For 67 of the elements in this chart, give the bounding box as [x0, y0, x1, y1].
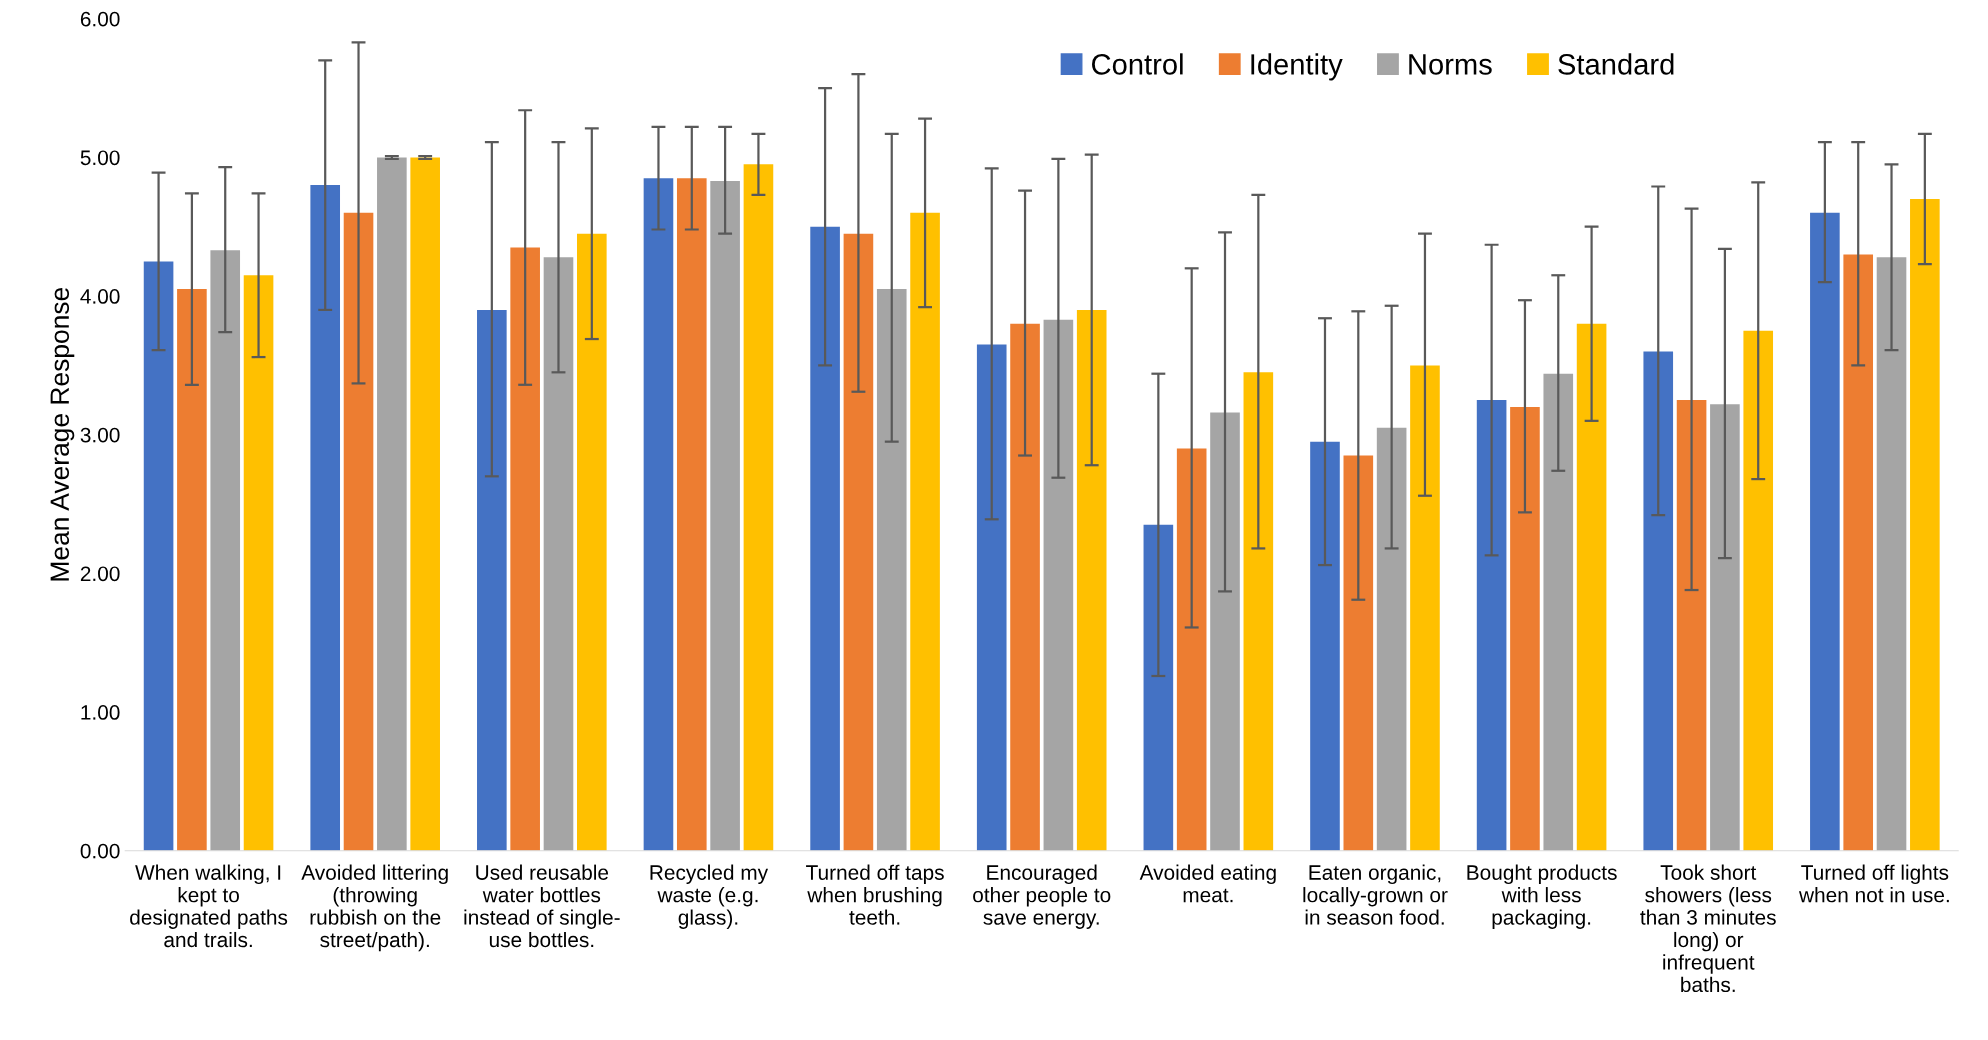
bar: [1676, 400, 1707, 851]
bar: [377, 157, 407, 851]
bar: [743, 164, 774, 851]
legend-label: Standard: [1558, 53, 1674, 75]
bar: [1343, 455, 1374, 851]
bar: [510, 247, 540, 851]
bar: [143, 261, 174, 851]
y-tick-label: 0.00: [80, 843, 120, 859]
bar: [1376, 427, 1407, 851]
x-tick-label: Turned off lights when not in use.: [1798, 864, 1949, 903]
bar: [1910, 198, 1940, 851]
x-tick-label: Turned off taps when brushing teeth.: [806, 864, 944, 925]
bar: [477, 309, 507, 851]
x-tick-label: Took short showers (less than 3 minutes long) or infrequent baths.: [1640, 864, 1776, 993]
bar: [1543, 373, 1574, 851]
bar: [310, 185, 341, 851]
bar: [1410, 365, 1440, 851]
bar: [343, 212, 374, 851]
bar: [1143, 524, 1174, 851]
y-tick-label: 2.00: [80, 566, 120, 582]
bar: [577, 233, 607, 851]
x-tick-label: Encouraged other people to save energy.: [973, 864, 1111, 929]
bar: [1010, 323, 1040, 851]
legend-label: Identity: [1251, 53, 1343, 81]
bar: [1810, 212, 1840, 851]
bar: [910, 212, 940, 851]
y-tick-label: 5.00: [80, 150, 120, 166]
y-tick-label: 3.00: [80, 427, 120, 443]
bar: [643, 178, 674, 851]
bar: [1043, 319, 1074, 851]
bar: [1176, 448, 1207, 851]
x-tick-label: Used reusable water bottles instead of single- use bottles.: [464, 864, 620, 948]
bar: [710, 180, 740, 851]
x-tick-label: Bought products with less packaging.: [1467, 864, 1617, 929]
bar: [1243, 372, 1274, 851]
bar: [1743, 330, 1774, 851]
y-tick-label: 1.00: [81, 705, 120, 720]
bar: [1876, 257, 1907, 851]
x-tick-label: Avoided eating meat.: [1139, 864, 1276, 903]
bar: [810, 226, 840, 851]
bar: [1576, 323, 1607, 851]
bar: [210, 250, 241, 851]
bar: [410, 157, 440, 851]
y-tick-label: 4.00: [80, 289, 120, 304]
bar: [1643, 351, 1674, 851]
x-tick-label: When walking, I kept to designated paths and trails.: [130, 864, 288, 948]
bar: [243, 275, 274, 851]
bar: [1510, 406, 1540, 851]
legend-label: Norms: [1409, 54, 1492, 75]
bar: [843, 233, 874, 851]
y-axis-title: Mean Average Response: [50, 287, 75, 581]
bar: [1076, 309, 1107, 851]
bar: [1843, 254, 1874, 851]
bar: [1310, 441, 1340, 851]
bar: [976, 344, 1007, 851]
bar: [177, 289, 207, 851]
bar: [1210, 412, 1240, 851]
bar: [1710, 404, 1740, 851]
bar: [676, 178, 707, 851]
y-tick-label: 6.00: [80, 11, 120, 27]
legend-label: Control: [1092, 53, 1183, 75]
bar: [1476, 400, 1507, 851]
x-tick-label: Eaten organic, locally-grown or in season food.: [1303, 864, 1448, 925]
x-tick-label: Recycled my waste (e.g. glass).: [650, 864, 769, 929]
x-tick-label: Avoided littering (throwing rubbish on the street/path).: [301, 864, 448, 952]
bar: [543, 257, 574, 851]
bar: [876, 289, 907, 851]
